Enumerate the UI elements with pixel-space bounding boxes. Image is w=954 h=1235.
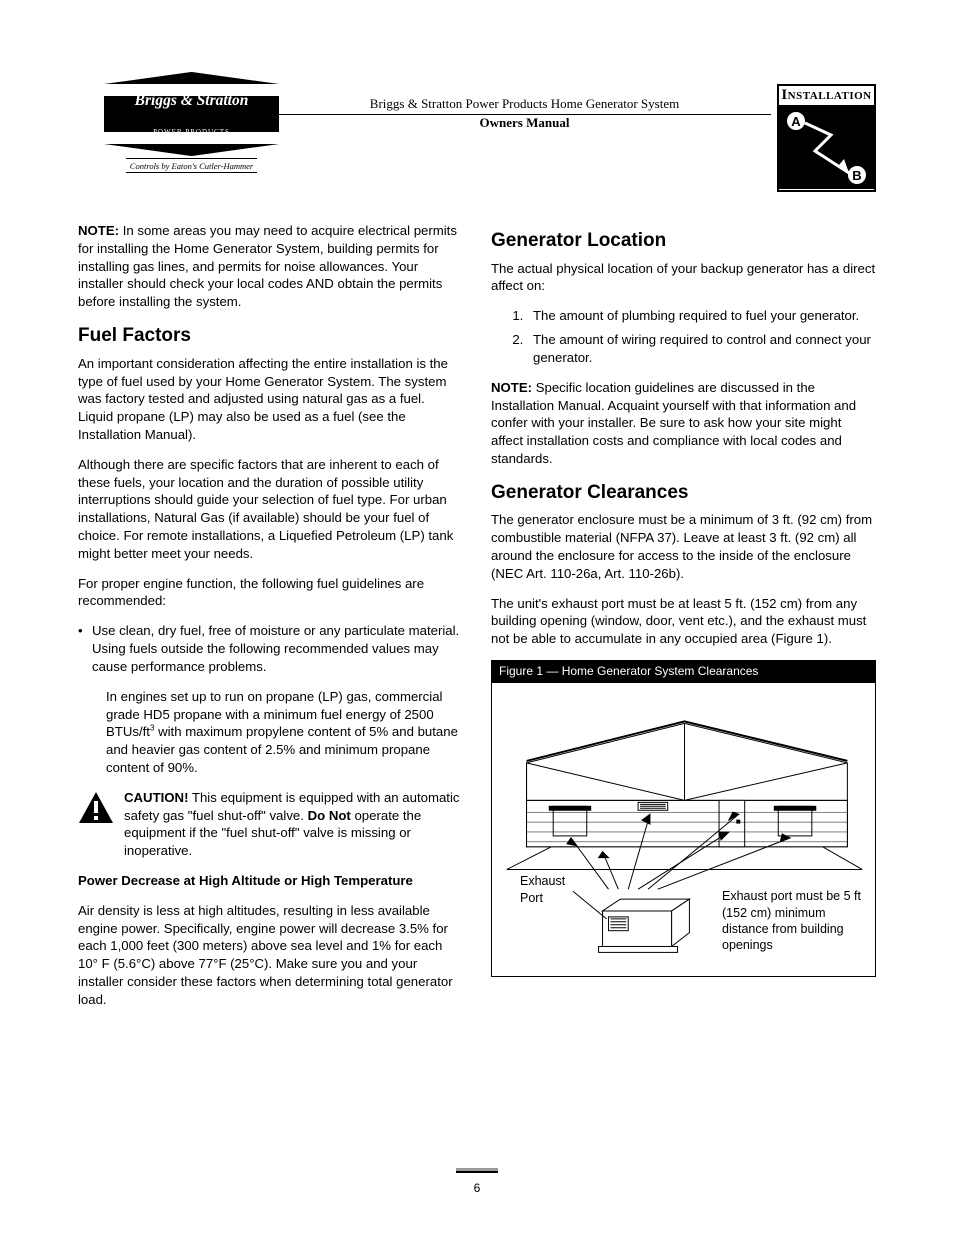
loc-note-label: NOTE: <box>491 380 532 395</box>
warning-triangle-icon <box>78 789 114 860</box>
loc-p1: The actual physical location of your bac… <box>491 260 876 296</box>
left-column: NOTE: In some areas you may need to acqu… <box>78 222 463 1021</box>
badge-title: Installation <box>779 86 874 107</box>
logo-brand-text: Briggs & Stratton <box>104 92 279 110</box>
header-product-line: Briggs & Stratton Power Products Home Ge… <box>278 96 771 112</box>
loc-note: NOTE: Specific location guidelines are d… <box>491 379 876 468</box>
right-column: Generator Location The actual physical l… <box>491 222 876 1021</box>
page-number: 6 <box>0 1171 954 1195</box>
figure-1-diagram: Exhaust Port Exhaust port must be 5 ft (… <box>491 682 876 977</box>
badge-arrow-icon <box>801 115 861 185</box>
installation-badge: Installation A B <box>777 84 876 192</box>
clear-p2: The unit's exhaust port must be at least… <box>491 595 876 648</box>
fuel-p2: Although there are specific factors that… <box>78 456 463 563</box>
caution-label: CAUTION! <box>124 790 188 805</box>
heading-fuel-factors: Fuel Factors <box>78 323 463 349</box>
heading-generator-clearances: Generator Clearances <box>491 480 876 506</box>
fuel-p1: An important consideration affecting the… <box>78 355 463 444</box>
fuel-bullet-1: Use clean, dry fuel, free of moisture or… <box>92 622 463 675</box>
figure-1-caption: Figure 1 — Home Generator System Clearan… <box>491 660 876 682</box>
brand-logo: Briggs & Stratton POWER PRODUCTS Control… <box>104 84 279 174</box>
logo-tagline: Controls by Eaton's Cutler-Hammer <box>126 158 257 173</box>
figure-1: Figure 1 — Home Generator System Clearan… <box>491 660 876 977</box>
fuel-bullet-list: Use clean, dry fuel, free of moisture or… <box>78 622 463 675</box>
loc-li-2: The amount of wiring required to control… <box>527 331 876 367</box>
subhead-power-decrease: Power Decrease at High Altitude or High … <box>78 872 463 890</box>
fuel-p3: For proper engine function, the followin… <box>78 575 463 611</box>
note-label: NOTE: <box>78 223 119 238</box>
header-subtitle: Owners Manual <box>278 115 771 131</box>
caution-text: CAUTION! This equipment is equipped with… <box>124 789 463 860</box>
heading-generator-location: Generator Location <box>491 228 876 254</box>
clear-p1: The generator enclosure must be a minimu… <box>491 511 876 582</box>
note-body: In some areas you may need to acquire el… <box>78 223 457 309</box>
loc-li-1: The amount of plumbing required to fuel … <box>527 307 876 325</box>
logo-sub-text: POWER PRODUCTS <box>104 128 279 136</box>
note-paragraph: NOTE: In some areas you may need to acqu… <box>78 222 463 311</box>
loc-note-body: Specific location guidelines are discuss… <box>491 380 856 466</box>
caution-block: CAUTION! This equipment is equipped with… <box>78 789 463 860</box>
fuel-indent-1: In engines set up to run on propane (LP)… <box>78 688 463 777</box>
power-decrease-body: Air density is less at high altitudes, r… <box>78 902 463 1009</box>
figure-label-exhaust-port: Exhaust Port <box>520 873 580 906</box>
body-columns: NOTE: In some areas you may need to acqu… <box>78 222 876 1021</box>
location-list: The amount of plumbing required to fuel … <box>491 307 876 366</box>
figure-label-distance-note: Exhaust port must be 5 ft (152 cm) minim… <box>722 888 872 953</box>
